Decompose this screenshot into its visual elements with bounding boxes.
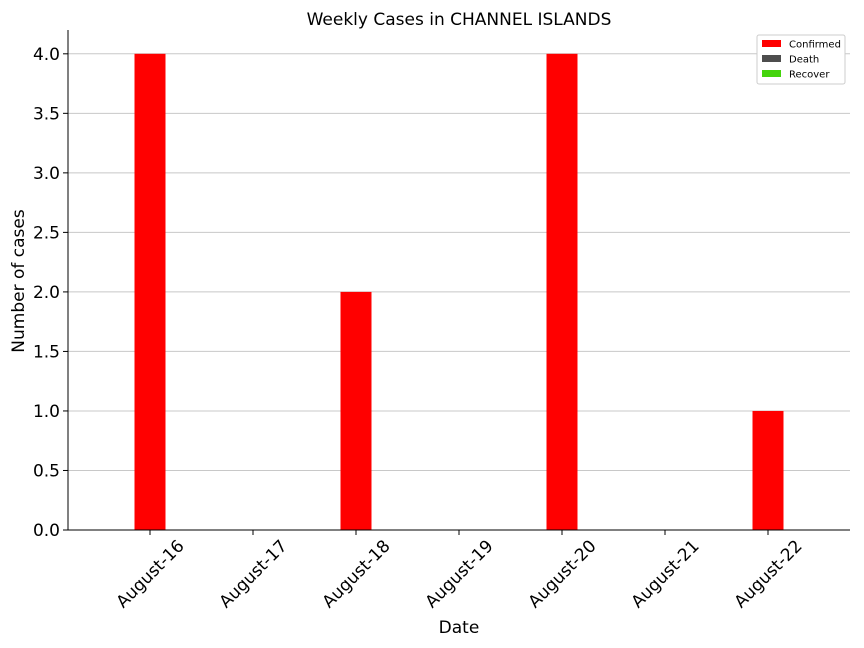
chart-title: Weekly Cases in CHANNEL ISLANDS: [307, 10, 612, 30]
x-tick-label: August-17: [216, 536, 292, 612]
bars: [134, 53, 784, 531]
y-axis-label: Number of cases: [9, 209, 29, 353]
y-tick-label: 3.0: [33, 164, 60, 184]
y-tick-label: 2.0: [33, 283, 60, 303]
y-tick-label: 0.0: [33, 521, 60, 541]
y-tick-label: 3.5: [33, 104, 60, 124]
x-axis-label: Date: [439, 618, 480, 638]
bar-confirmed-august-20: [546, 53, 578, 531]
x-tick-label: August-22: [731, 536, 807, 612]
legend-label-death: Death: [789, 55, 819, 66]
bar-confirmed-august-18: [340, 291, 372, 530]
y-tick-label: 0.5: [33, 461, 60, 481]
y-tick-label: 1.5: [33, 342, 60, 362]
y-tick-label: 1.0: [33, 402, 60, 422]
x-tick-label: August-16: [113, 536, 189, 612]
legend-label-recover: Recover: [789, 70, 830, 81]
legend-swatch-death: [762, 55, 781, 62]
legend-label-confirmed: Confirmed: [789, 40, 841, 51]
legend-swatch-recover: [762, 70, 781, 77]
bar-confirmed-august-16: [134, 53, 166, 531]
x-tick-label: August-19: [422, 536, 498, 612]
bar-confirmed-august-22: [752, 410, 784, 530]
x-tick-label: August-18: [319, 536, 395, 612]
y-tick-label: 2.5: [33, 223, 60, 243]
x-tick-label: August-21: [628, 536, 704, 612]
axes: [67, 30, 850, 531]
y-tick-label: 4.0: [33, 45, 60, 65]
legend-swatch-confirmed: [762, 40, 781, 47]
x-tick-label: August-20: [525, 536, 601, 612]
y-ticks: 0.0 0.5 1.0 1.5 2.0 2.5 3.0 3.5 4.0: [33, 45, 68, 541]
grid-lines: [68, 53, 850, 471]
legend: Confirmed Death Recover: [756, 34, 846, 85]
x-ticks: August-16 August-17 August-18 August-19 Augu…: [113, 530, 807, 612]
